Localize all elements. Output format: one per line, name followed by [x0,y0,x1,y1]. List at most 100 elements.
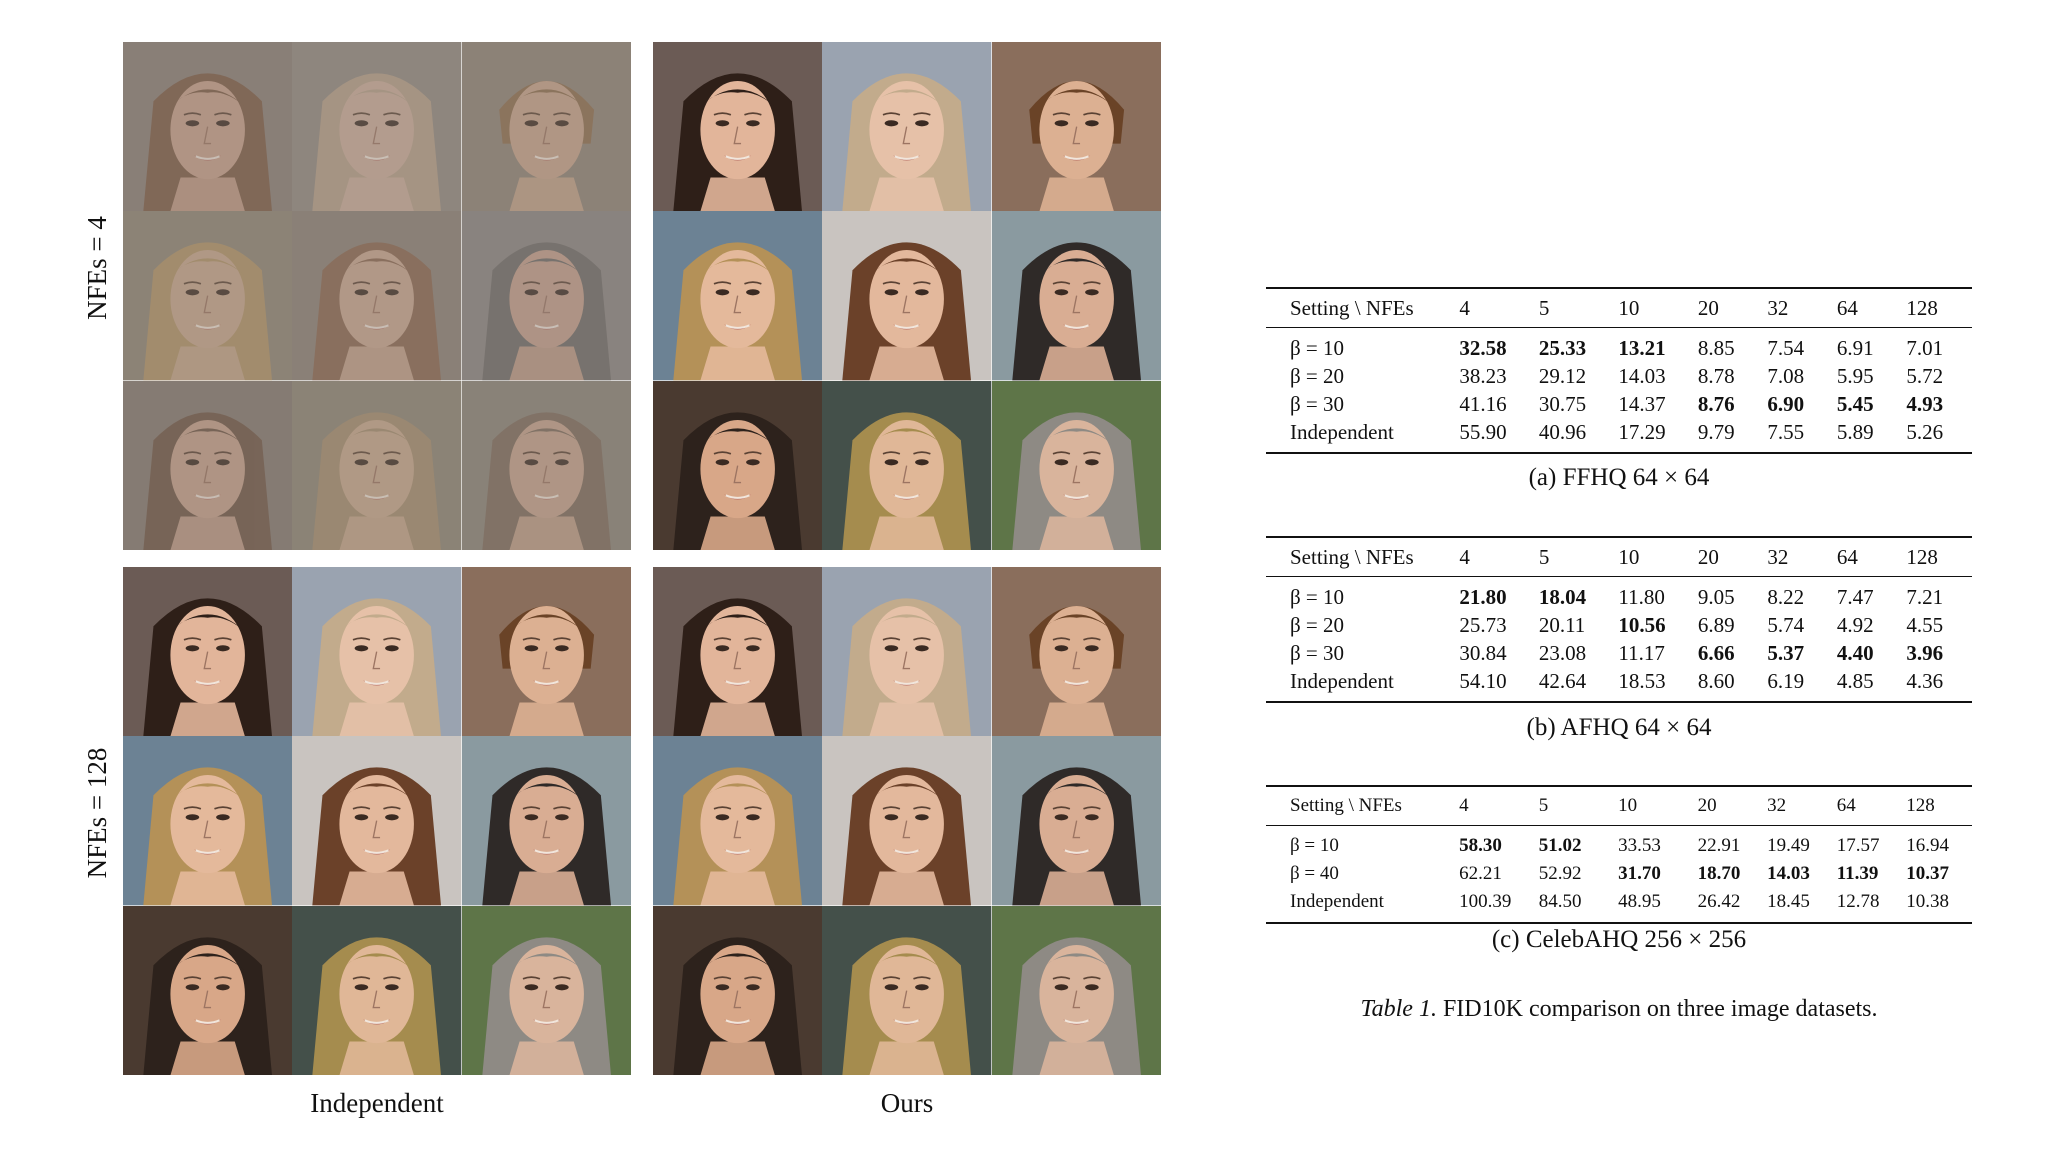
face-tile [653,211,823,381]
table-cell: 5.72 [1906,363,1944,388]
table-cell: 18.53 [1618,667,1698,703]
table-cell-best: 5.37 [1767,640,1805,665]
table-cell: 5.37 [1767,639,1837,667]
grid-ours-nfe128 [653,567,1161,1075]
table-cell: 16.94 [1906,835,1950,856]
table-cell: 6.66 [1698,639,1768,667]
table-row-label: β = 10 [1290,335,1345,360]
col-label-independent: Independent [310,1088,444,1118]
face-image [461,42,631,212]
grid-independent-nfe4 [123,42,631,550]
table-cell: 5.95 [1836,363,1874,388]
table-row-label: β = 10 [1290,584,1345,609]
face-tile [991,905,1161,1075]
face-image [292,380,462,550]
table-cell: 4.92 [1836,612,1874,637]
face-tile [123,211,293,381]
table-cell-best: 13.21 [1618,335,1666,360]
table-cell: 14.03 [1618,363,1666,388]
face-image [123,567,293,737]
table-cell-best: 25.33 [1538,335,1587,360]
table-cell: 22.91 [1697,835,1741,856]
table-caption: Table 1. FID10K comparison on three imag… [1266,996,1972,1023]
table-cell: 19.49 [1767,835,1810,856]
face-image [461,736,631,906]
face-image [292,736,462,906]
row-label-nfe4: NFEs = 4 [82,216,112,320]
table-cell: 7.01 [1906,335,1944,360]
face-tile [653,567,823,737]
table-header-cell: 20 [1697,536,1768,577]
table-header-cell: 10 [1618,287,1698,328]
face-tile [991,42,1161,212]
face-image [653,42,823,212]
face-image [822,567,992,737]
table-cell: 10.37 [1906,860,1972,888]
table-cell-best: 51.02 [1538,835,1582,856]
face-image [461,380,631,550]
table-cell: 84.50 [1538,888,1619,924]
face-tile [822,380,992,550]
table-cell: 14.37 [1618,391,1666,416]
face-tile [991,380,1161,550]
face-image [822,736,992,906]
table-row-label: Independent [1266,888,1460,924]
caption-celebahq: (c) CelebAHQ 256 × 256 [1491,926,1747,953]
table-cell: 6.91 [1836,335,1874,360]
face-image [461,905,631,1075]
grid-independent-nfe128 [123,567,631,1075]
table-celebahq: Setting \ NFEs 4 5 10 20 32 64 128 β = 10 58.30 5… [1266,785,1972,924]
table-cell: 4.55 [1906,612,1944,637]
face-image [123,736,293,906]
face-image [461,567,631,737]
table-afhq: Setting \ NFEs 4 5 10 20 32 64 128 β = 10 21.80 1… [1266,536,1972,703]
table-header-cell: 10 [1618,785,1698,826]
face-image [653,567,823,737]
table-cell: 25.73 [1459,612,1507,637]
col-label-ours: Ours [880,1088,934,1118]
table-cell: 38.23 [1459,363,1507,388]
table-row: β = 10 32.58 25.33 13.21 8.85 7.54 6.91 7.01 [1266,328,1972,363]
table-cell-best: 8.76 [1697,391,1735,416]
face-image [822,211,992,381]
face-image [822,42,992,212]
table-cell-best: 6.90 [1767,391,1805,416]
table-cell: 3.96 [1906,639,1972,667]
table-row-label: β = 20 [1290,612,1345,637]
table-header-cell: 32 [1767,536,1837,577]
table-cell: 9.79 [1697,418,1768,454]
face-tile [292,211,462,381]
face-tile [822,42,992,212]
face-image [123,211,293,381]
table-cell: 31.70 [1618,860,1697,888]
face-image [991,380,1161,550]
table-cell: 10.56 [1618,611,1698,639]
table-row-label: β = 30 [1290,391,1345,416]
face-image [653,736,823,906]
table-cell: 8.22 [1767,584,1805,609]
face-image [123,42,293,212]
face-tile [822,736,992,906]
table-cell: 42.64 [1538,667,1619,703]
table-cell: 11.80 [1618,584,1665,609]
face-image [991,42,1161,212]
table-ffhq: Setting \ NFEs 4 5 10 20 32 64 128 β = 10 32.58 2… [1266,287,1972,454]
table-cell: 11.17 [1618,640,1665,665]
table-cell: 14.03 [1767,860,1837,888]
face-image [292,905,462,1075]
face-image [991,905,1161,1075]
table-cell-best: 21.80 [1459,584,1507,609]
table-row: Independent 54.10 42.64 18.53 8.60 6.19 4.85 4.… [1266,667,1972,703]
table-cell: 21.80 [1459,577,1539,612]
table-row: β = 30 41.16 30.75 14.37 8.76 6.90 5.45 4.93 [1266,390,1972,418]
table-cell: 13.21 [1618,328,1698,363]
face-tile [123,905,293,1075]
table-cell: 7.08 [1767,363,1805,388]
caption-ffhq: (a) FFHQ 64 × 64 [1528,464,1710,491]
table-cell: 18.45 [1767,888,1837,924]
table-header-cell: 128 [1906,785,1972,826]
table-cell-best: 18.04 [1538,584,1587,609]
table-cell: 26.42 [1697,888,1768,924]
table-cell: 6.90 [1767,390,1837,418]
table-header-row: Setting \ NFEs 4 5 10 20 32 64 128 [1266,785,1972,826]
